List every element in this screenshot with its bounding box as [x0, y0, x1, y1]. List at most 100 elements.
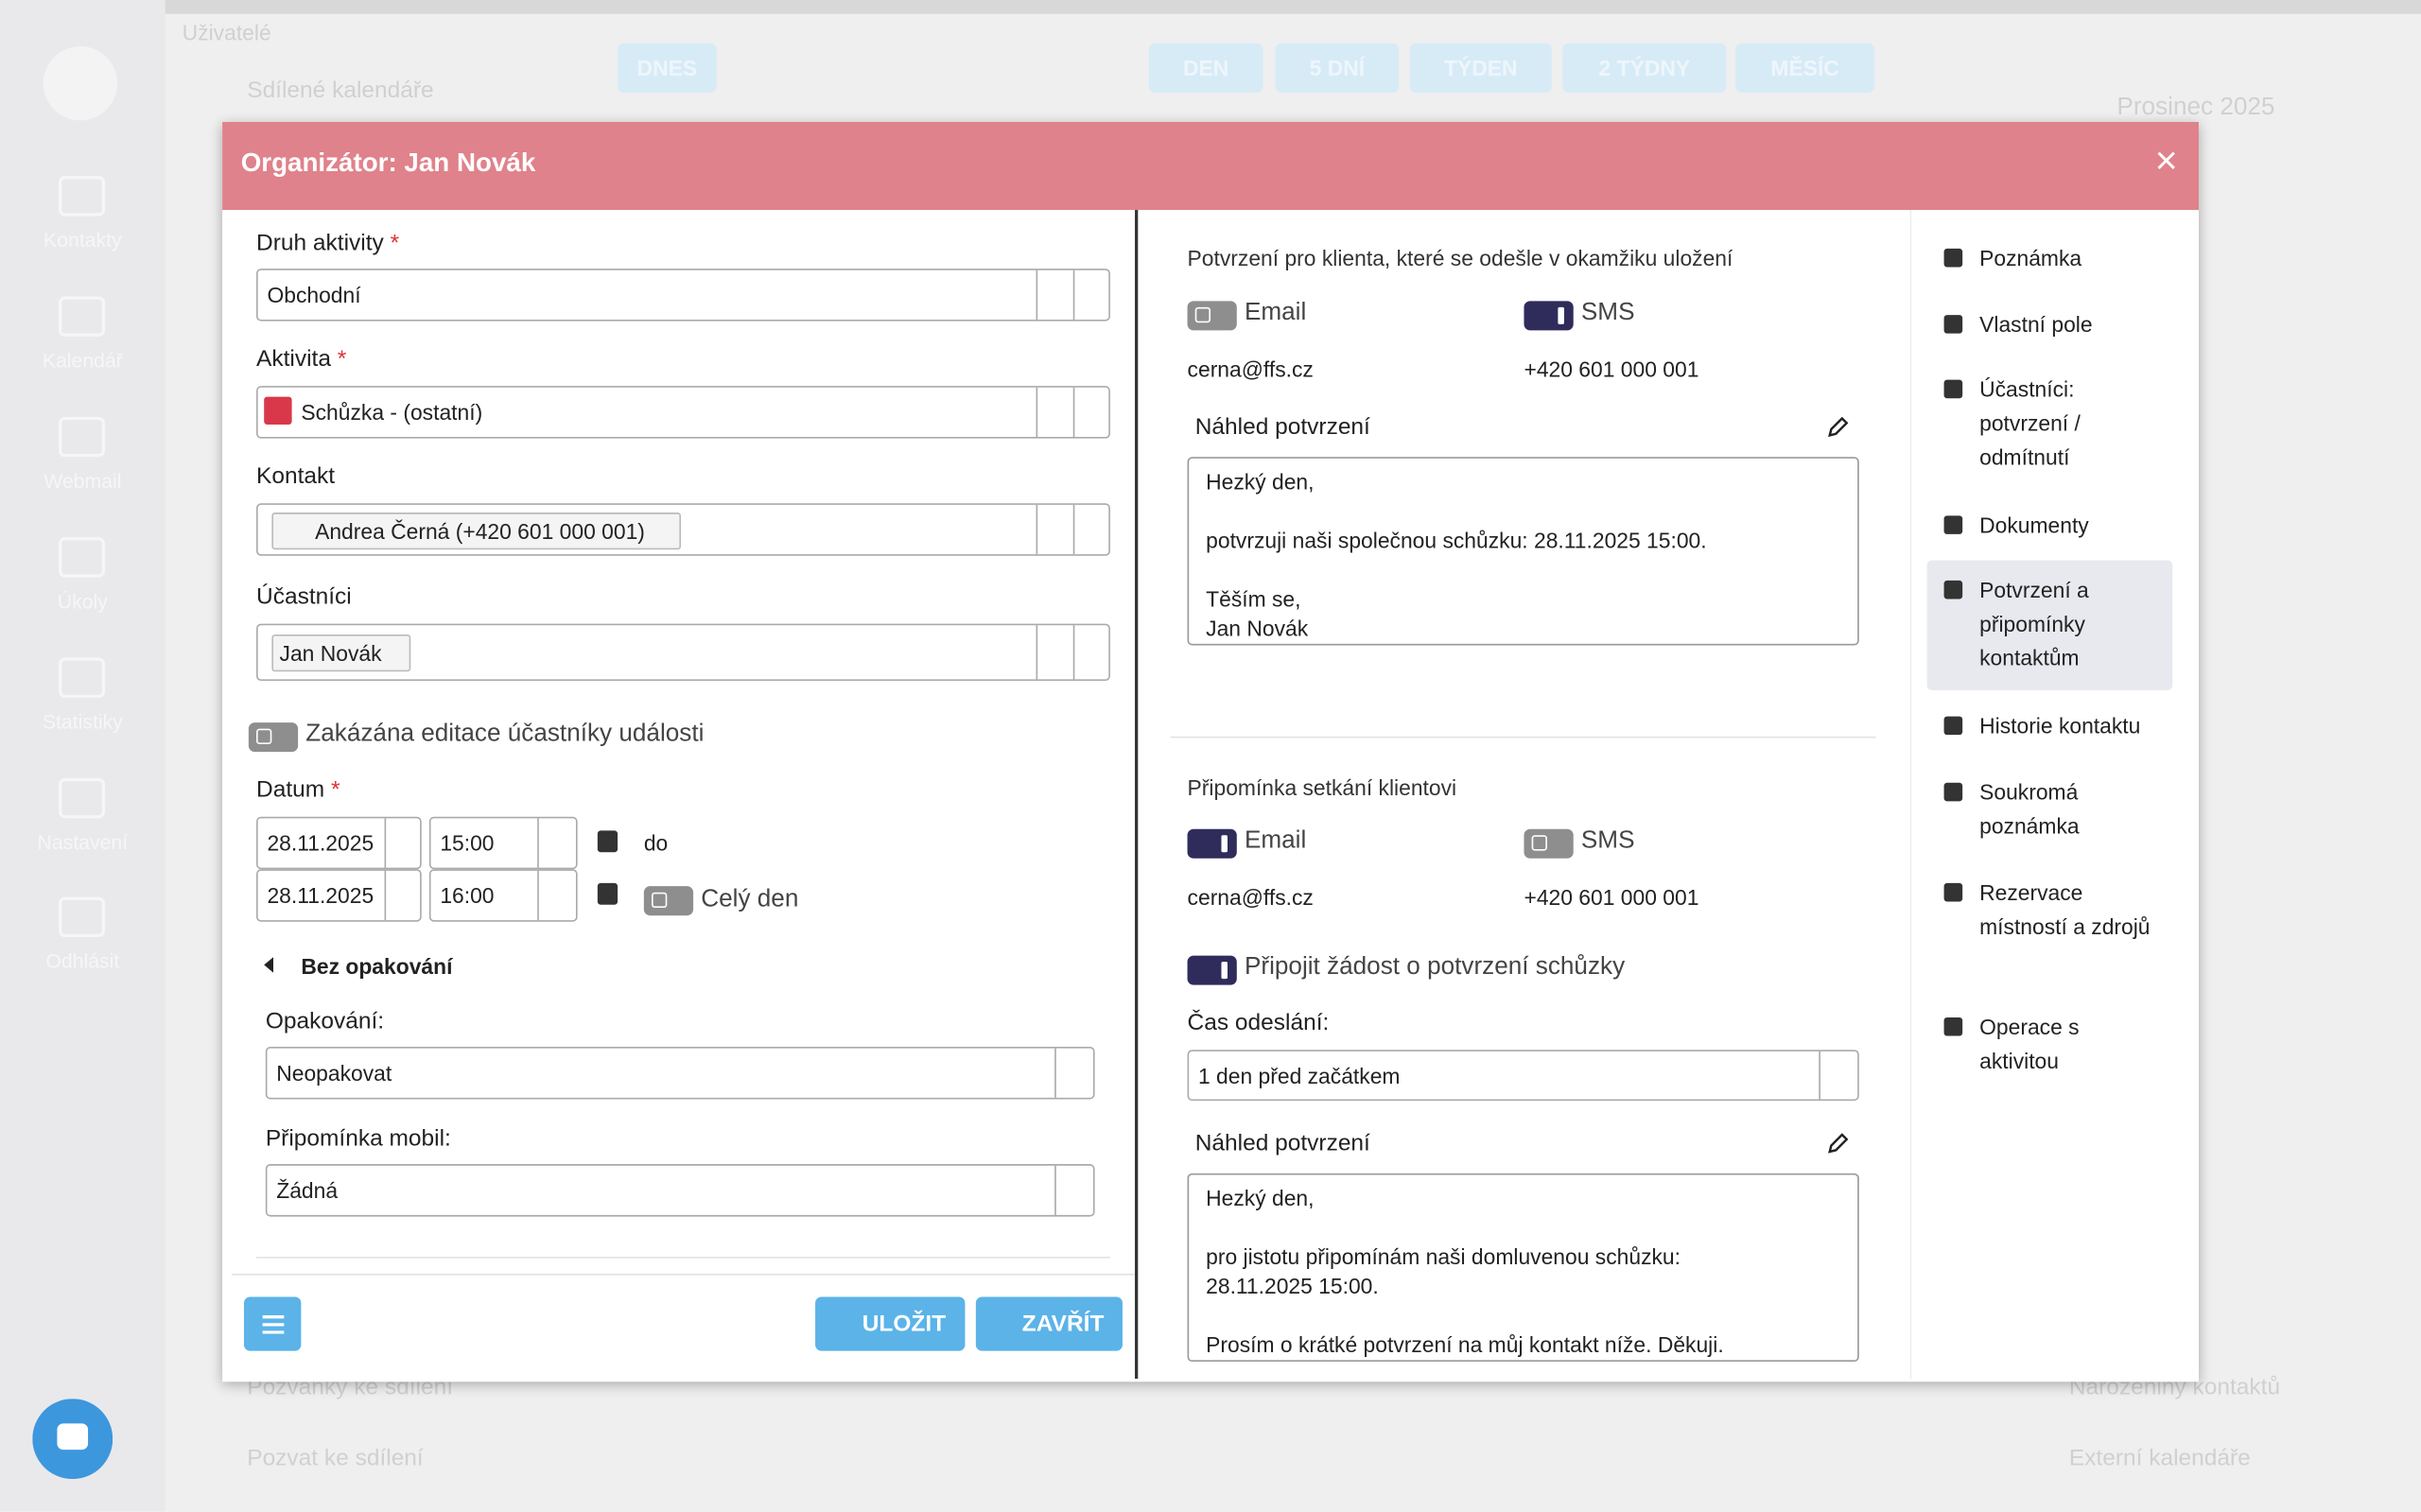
preview-label: Náhled potvrzení — [1194, 1130, 1370, 1156]
nav-icon — [59, 176, 106, 217]
input-value: 28.11.2025 — [267, 830, 374, 856]
date-input[interactable]: 28.11.2025 — [256, 869, 422, 922]
dropdown — [1054, 1048, 1093, 1098]
preview-box: Hezký den, potvrzuji naši společnou schů… — [1187, 457, 1859, 646]
field-label: Druh aktivity * — [256, 230, 399, 256]
dropdown — [1072, 387, 1109, 438]
calendar — [384, 818, 421, 868]
label-text: Datum — [256, 776, 325, 804]
nav-selected — [1926, 560, 2173, 690]
sidebar-item[interactable]: Odhlásit — [0, 896, 165, 987]
shape — [1828, 416, 1849, 438]
shape — [261, 1315, 284, 1334]
toggle[interactable] — [1187, 301, 1237, 331]
edit-icon[interactable] — [1826, 416, 1849, 439]
edit-icon[interactable] — [1826, 1133, 1849, 1155]
select-value: Schůzka - (ostatní) — [301, 399, 483, 425]
close-button[interactable]: ZAVŘÍT — [975, 1296, 1123, 1351]
toggle[interactable] — [1187, 955, 1237, 985]
nav-item[interactable]: Operace s aktivitou — [1979, 1014, 2080, 1073]
sidebar-label: Odhlásit — [45, 949, 120, 973]
field-label: Opakování: — [265, 1008, 385, 1034]
sidebar-item[interactable]: Webmail — [0, 416, 165, 507]
nav-icon — [1943, 782, 1963, 802]
select[interactable]: 1 den před začátkem — [1187, 1050, 1859, 1102]
month-label: Prosinec 2025 — [2116, 94, 2275, 121]
nav-icon — [1943, 248, 1963, 268]
nav-item[interactable]: Účastníci: potvrzení / odmítnutí — [1979, 376, 2081, 470]
modal-title: Organizátor: Jan Novák — [240, 148, 536, 178]
toggle[interactable] — [1524, 301, 1574, 331]
nav-item[interactable]: Historie kontaktu — [1979, 713, 2141, 739]
toggle[interactable] — [643, 886, 694, 916]
nav-icon — [1943, 379, 1963, 399]
toggle-label: Celý den — [701, 886, 799, 912]
to-label: do — [643, 830, 669, 856]
sidebar-item[interactable]: Kalendář — [0, 296, 165, 386]
sidebar-item[interactable]: Kontakty — [0, 176, 165, 266]
nav-icon — [1943, 1017, 1963, 1036]
time-input[interactable]: 16:00 — [428, 869, 578, 922]
section-heading: Potvrzení pro klienta, které se odešle v… — [1187, 245, 1733, 270]
nav-icon — [59, 657, 106, 698]
preview-text: Hezký den, potvrzuji naši společnou schů… — [1206, 469, 1707, 641]
input-value: 28.11.2025 — [267, 882, 374, 909]
date-input[interactable]: 28.11.2025 — [256, 816, 422, 870]
nav-item[interactable]: Poznámka — [1979, 245, 2082, 270]
close-icon[interactable] — [2157, 151, 2176, 170]
select[interactable]: Neopakovat — [265, 1046, 1095, 1100]
nav-item[interactable]: Dokumenty — [1979, 513, 2089, 538]
phone: +420 601 000 001 — [1524, 356, 1699, 382]
sidebar-label: Kalendář — [42, 348, 123, 373]
repeat-toggle[interactable]: Bez opakování — [301, 954, 453, 980]
select[interactable]: Andrea Černá (+420 601 000 001) — [256, 503, 1110, 556]
chat-button[interactable] — [32, 1399, 113, 1480]
toolbar-button[interactable]: MĚSÍC — [1735, 43, 1875, 93]
menu-icon — [261, 1315, 284, 1334]
top-strip — [165, 0, 2421, 14]
select[interactable]: Schůzka - (ostatní) — [256, 386, 1110, 439]
input-value: 15:00 — [440, 830, 495, 856]
toggle[interactable] — [1524, 828, 1574, 859]
label-text: Aktivita — [256, 345, 331, 373]
select[interactable]: Jan Novák — [256, 623, 1110, 682]
sidebar-item[interactable]: Statistiky — [0, 657, 165, 748]
nav-item[interactable]: Vlastní pole — [1979, 311, 2093, 337]
nav-item[interactable]: Soukromá poznámka — [1979, 779, 2080, 839]
nav-item[interactable]: Rezervace místností a zdrojů — [1979, 879, 2151, 939]
time-input[interactable]: 15:00 — [428, 816, 578, 870]
nav-item[interactable]: Potvrzení a připomínky kontaktům — [1979, 577, 2089, 670]
dropdown — [1072, 269, 1109, 320]
sidebar-item[interactable]: Nastavení — [0, 777, 165, 868]
menu-button[interactable] — [243, 1296, 302, 1351]
caret — [264, 957, 273, 973]
separator — [231, 1273, 1136, 1276]
select[interactable]: Žádná — [265, 1164, 1095, 1217]
toolbar-button[interactable]: DEN — [1148, 43, 1263, 93]
toggle-label: Zakázána editace účastníky události — [305, 721, 705, 748]
select[interactable]: Obchodní — [256, 269, 1110, 322]
toolbar-button[interactable]: TÝDEN — [1409, 43, 1552, 93]
toggle[interactable] — [1187, 828, 1237, 859]
required-mark: * — [330, 776, 340, 804]
toolbar-button[interactable]: 2 TÝDNY — [1562, 43, 1727, 93]
clear — [1036, 504, 1072, 555]
section-heading: Připomínka setkání klientovi — [1187, 774, 1457, 800]
clear — [1036, 387, 1072, 438]
bottom-item: Pozvat ke sdílení — [247, 1445, 424, 1471]
sidebar-item[interactable]: Úkoly — [0, 537, 165, 627]
save-button[interactable]: ULOŽIT — [815, 1296, 966, 1351]
required-mark: * — [337, 345, 347, 373]
toggle[interactable] — [248, 722, 299, 753]
separator — [256, 1257, 1110, 1259]
toolbar-button[interactable]: 5 DNÍ — [1275, 43, 1400, 93]
contact-chip: Andrea Černá (+420 601 000 001) — [271, 513, 681, 550]
sidebar-label: Statistiky — [42, 710, 123, 734]
nav-icon — [1943, 580, 1963, 600]
label-text: Druh aktivity — [256, 230, 384, 257]
nav-icon — [59, 296, 106, 337]
toolbar-button[interactable]: DNES — [618, 43, 717, 93]
sidebar-label: Úkoly — [57, 589, 108, 614]
